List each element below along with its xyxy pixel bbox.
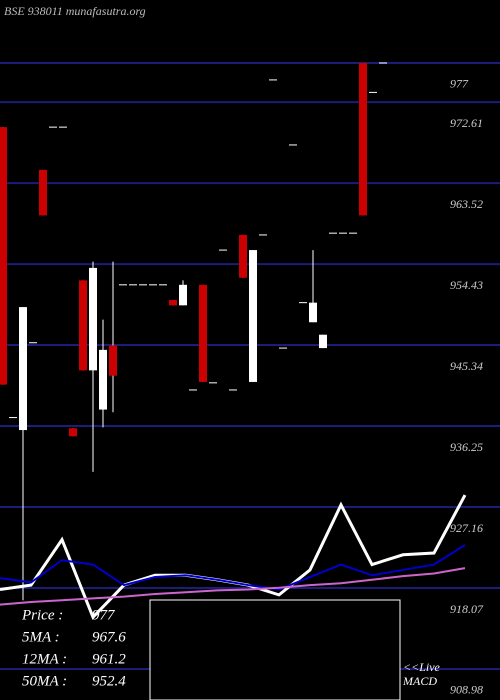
candle-body xyxy=(219,249,227,251)
legend-label: 12MA : xyxy=(22,651,67,667)
candle-body xyxy=(29,342,37,344)
candle-body xyxy=(209,382,217,384)
y-tick-label: 972.61 xyxy=(450,116,483,130)
candle-body xyxy=(139,284,147,286)
candle-body xyxy=(49,126,57,128)
y-tick-label: 954.43 xyxy=(450,278,483,292)
candle-body xyxy=(59,126,67,128)
candle-body xyxy=(229,389,237,391)
legend-label: 50MA : xyxy=(22,673,67,689)
candle-body xyxy=(109,345,117,376)
indicator-line xyxy=(0,544,466,591)
legend-value: 961.2 xyxy=(92,651,126,667)
candle-body xyxy=(259,234,267,236)
candle-body xyxy=(379,62,387,64)
candle-body xyxy=(349,232,357,234)
candle-body xyxy=(0,127,7,385)
candle-body xyxy=(189,389,197,391)
y-tick-label: 963.52 xyxy=(450,197,483,211)
macd-panel xyxy=(149,599,401,700)
y-tick-label: 918.07 xyxy=(450,602,484,616)
candle-body xyxy=(159,284,167,286)
candle-body xyxy=(169,299,177,306)
y-tick-label: 936.25 xyxy=(450,440,483,454)
candle-body xyxy=(9,417,17,419)
candle-body xyxy=(289,144,297,146)
candle-body xyxy=(299,302,307,304)
y-tick-label: 908.98 xyxy=(450,683,483,697)
legend-label: 5MA : xyxy=(22,629,60,645)
candle-body xyxy=(199,284,207,382)
candle-body xyxy=(319,334,327,349)
candle-body xyxy=(369,91,377,93)
macd-label: MACD xyxy=(402,674,437,688)
legend-value: 952.4 xyxy=(92,673,126,689)
candle-body xyxy=(19,307,27,431)
candle-body xyxy=(119,284,127,286)
candle-body xyxy=(79,280,87,371)
y-tick-label: 977 xyxy=(450,77,469,91)
candle-body xyxy=(359,62,367,216)
candle-body xyxy=(89,267,97,371)
y-tick-label: 945.34 xyxy=(450,359,483,373)
legend-label: Price : xyxy=(21,607,63,623)
candle-body xyxy=(149,284,157,286)
candle-body xyxy=(339,232,347,234)
candle-body xyxy=(239,234,247,278)
macd-label: <<Live xyxy=(403,660,441,674)
candle-body xyxy=(329,232,337,234)
candle-body xyxy=(309,302,317,323)
indicator-line xyxy=(0,567,466,606)
candle-body xyxy=(269,79,277,81)
candle-body xyxy=(39,169,47,216)
candle-body xyxy=(69,428,77,437)
candle-body xyxy=(279,347,287,349)
legend-value: 967.6 xyxy=(92,629,126,645)
legend-value: 977 xyxy=(92,607,116,623)
candle-body xyxy=(179,284,187,306)
chart-title: BSE 938011 munafasutra.org xyxy=(4,4,146,18)
candle-body xyxy=(249,250,257,382)
candle-body xyxy=(129,284,137,286)
candle-body xyxy=(99,349,107,410)
y-tick-label: 927.16 xyxy=(450,521,483,535)
